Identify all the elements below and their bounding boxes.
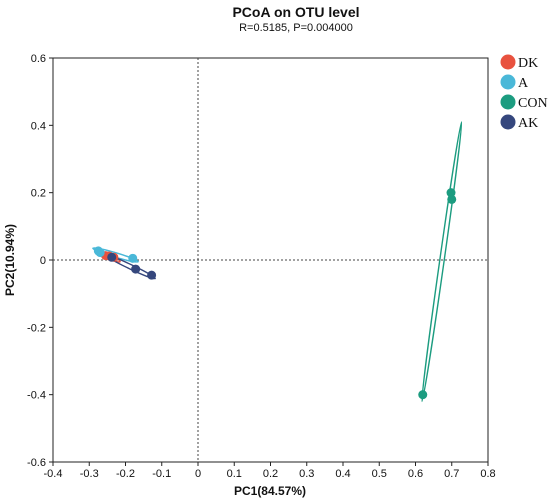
x-tick-label: -0.2 <box>116 468 135 480</box>
legend: DK A CON AK <box>500 54 548 131</box>
legend-label-ak: AK <box>518 116 538 131</box>
data-points <box>93 188 457 400</box>
legend-marker-ak <box>500 114 516 130</box>
x-axis-label: PC1(84.57%) <box>234 484 306 498</box>
point-ak <box>147 270 157 280</box>
chart-subtitle: R=0.5185, P=0.004000 <box>239 22 353 34</box>
y-tick-label: 0.2 <box>31 188 46 200</box>
y-tick-label: -0.2 <box>27 322 46 334</box>
y-tick-label: 0.4 <box>31 120 46 132</box>
x-axis-ticks: -0.4 -0.3 -0.2 -0.1 0 0.1 0.2 0.3 0.4 0.5 0.6 0.7 0.… <box>44 462 496 480</box>
y-axis-label: PC2(10.94%) <box>3 224 17 296</box>
chart-title: PCoA on OTU level <box>232 4 359 20</box>
x-tick-label: 0.4 <box>335 468 350 480</box>
y-tick-label: 0.6 <box>31 53 46 65</box>
y-axis-ticks: -0.6 -0.4 -0.2 0 0.2 0.4 0.6 <box>27 53 53 469</box>
x-tick-label: 0.5 <box>372 468 387 480</box>
point-ak <box>131 264 141 274</box>
point-con <box>418 390 428 400</box>
x-tick-label: 0.7 <box>444 468 459 480</box>
legend-marker-dk <box>500 54 516 70</box>
legend-marker-con <box>500 94 516 110</box>
y-tick-label: -0.4 <box>27 390 46 402</box>
legend-label-dk: DK <box>518 56 538 71</box>
legend-label-con: CON <box>518 96 548 111</box>
x-tick-label: -0.1 <box>152 468 171 480</box>
point-ak <box>107 252 117 262</box>
group-ellipses <box>92 121 463 403</box>
x-tick-label: 0 <box>195 468 201 480</box>
point-a <box>128 253 138 263</box>
x-tick-label: 0.8 <box>480 468 495 480</box>
x-tick-label: 0.3 <box>299 468 314 480</box>
legend-marker-a <box>500 74 516 90</box>
point-con <box>446 188 456 198</box>
y-tick-label: -0.6 <box>27 457 46 469</box>
x-tick-label: 0.2 <box>263 468 278 480</box>
x-tick-label: 0.6 <box>408 468 423 480</box>
x-tick-label: -0.4 <box>44 468 63 480</box>
point-con <box>447 194 457 204</box>
y-tick-label: 0 <box>40 255 46 267</box>
point-a <box>95 248 105 258</box>
x-tick-label: -0.3 <box>80 468 99 480</box>
ellipse-con <box>421 121 463 403</box>
legend-label-a: A <box>518 76 529 91</box>
x-tick-label: 0.1 <box>227 468 242 480</box>
